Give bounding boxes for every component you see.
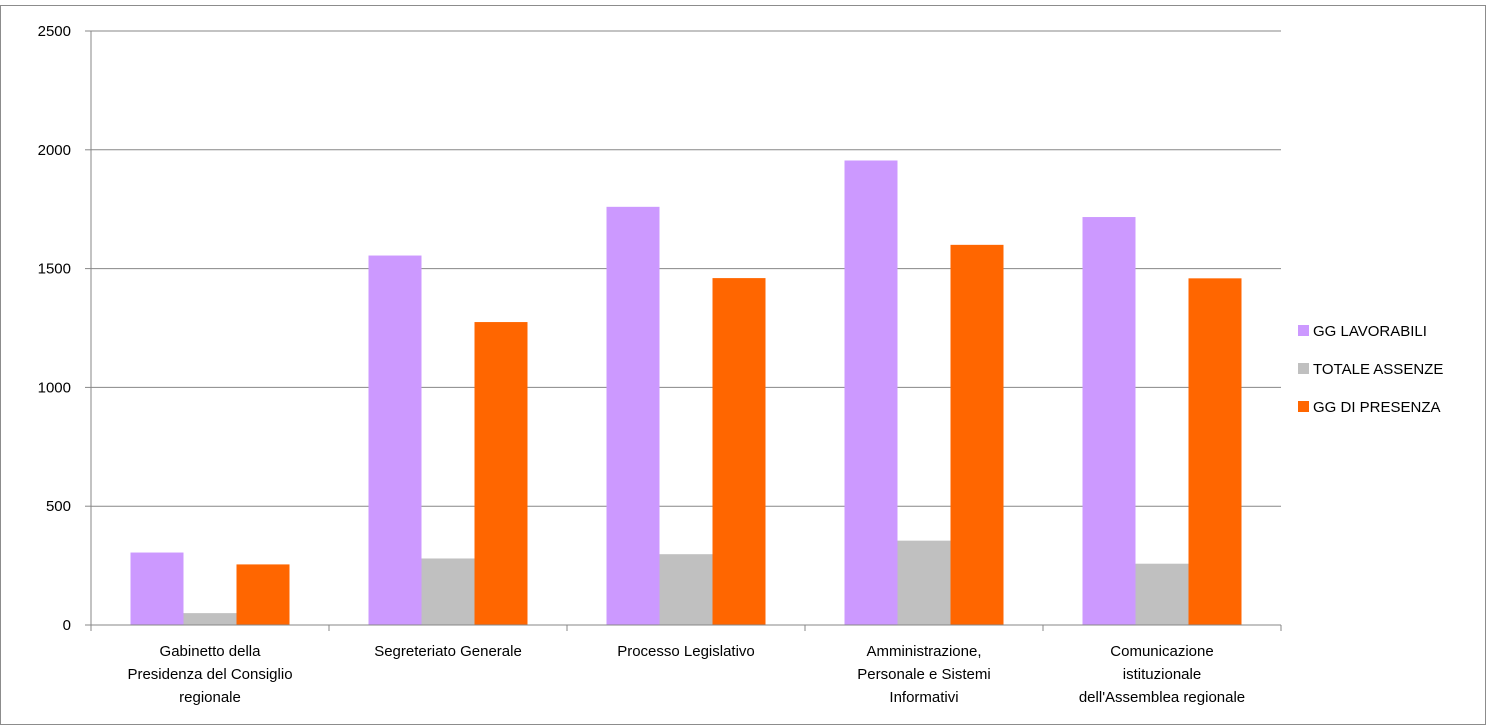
bar-gg-lavorabili bbox=[844, 160, 898, 625]
y-tick-label: 1000 bbox=[38, 379, 71, 396]
bar-gg-di-presenza bbox=[474, 322, 528, 625]
bar-gg-di-presenza bbox=[712, 278, 766, 625]
legend-label: GG DI PRESENZA bbox=[1313, 399, 1441, 416]
x-category-label: Segreteriato Generale bbox=[374, 643, 522, 660]
y-tick-label: 2000 bbox=[38, 142, 71, 159]
x-category-label: Amministrazione, bbox=[866, 643, 981, 660]
bars bbox=[130, 160, 1242, 626]
legend-swatch bbox=[1298, 363, 1309, 374]
bar-gg-di-presenza bbox=[950, 244, 1004, 625]
x-category-labels: Gabinetto della Presidenza del Consiglio r… bbox=[127, 643, 1245, 706]
x-category-label: Personale e Sistemi bbox=[857, 666, 990, 683]
legend-swatch bbox=[1298, 401, 1309, 412]
chart-frame: 0 500 1000 1500 2000 2500 Gabinetto della Pres… bbox=[0, 5, 1486, 725]
y-tick-label: 0 bbox=[63, 617, 71, 634]
x-category-label: istituzionale bbox=[1123, 666, 1201, 683]
bar-chart: 0 500 1000 1500 2000 2500 Gabinetto della Pres… bbox=[38, 23, 1444, 706]
x-category-label: Informativi bbox=[889, 689, 958, 706]
bar-totale-assenze bbox=[897, 540, 951, 625]
y-tick-label: 500 bbox=[46, 498, 71, 515]
x-category-label: Presidenza del Consiglio bbox=[127, 666, 292, 683]
x-category-label: dell'Assemblea regionale bbox=[1079, 689, 1245, 706]
bar-gg-di-presenza bbox=[236, 564, 290, 625]
y-tick-label: 2500 bbox=[38, 23, 71, 40]
bar-gg-lavorabili bbox=[1082, 217, 1136, 625]
bar-gg-lavorabili bbox=[130, 552, 184, 625]
bar-totale-assenze bbox=[183, 613, 237, 625]
bar-gg-lavorabili bbox=[606, 206, 660, 625]
legend-swatch bbox=[1298, 325, 1309, 336]
bar-totale-assenze bbox=[659, 554, 713, 625]
bar-gg-di-presenza bbox=[1188, 278, 1242, 625]
legend-label: TOTALE ASSENZE bbox=[1313, 361, 1443, 378]
x-category-label: Gabinetto della bbox=[160, 643, 262, 660]
x-category-label: Processo Legislativo bbox=[617, 643, 755, 660]
bar-gg-lavorabili bbox=[368, 255, 422, 626]
x-category-label: regionale bbox=[179, 689, 241, 706]
bar-totale-assenze bbox=[1135, 563, 1189, 625]
y-tick-labels: 0 500 1000 1500 2000 2500 bbox=[38, 23, 71, 634]
legend-label: GG LAVORABILI bbox=[1313, 323, 1427, 340]
x-category-label: Comunicazione bbox=[1110, 643, 1213, 660]
legend: GG LAVORABILI TOTALE ASSENZE GG DI PRESENZ… bbox=[1298, 323, 1443, 416]
bar-totale-assenze bbox=[421, 558, 475, 625]
axes bbox=[85, 30, 1282, 631]
y-tick-label: 1500 bbox=[38, 261, 71, 278]
